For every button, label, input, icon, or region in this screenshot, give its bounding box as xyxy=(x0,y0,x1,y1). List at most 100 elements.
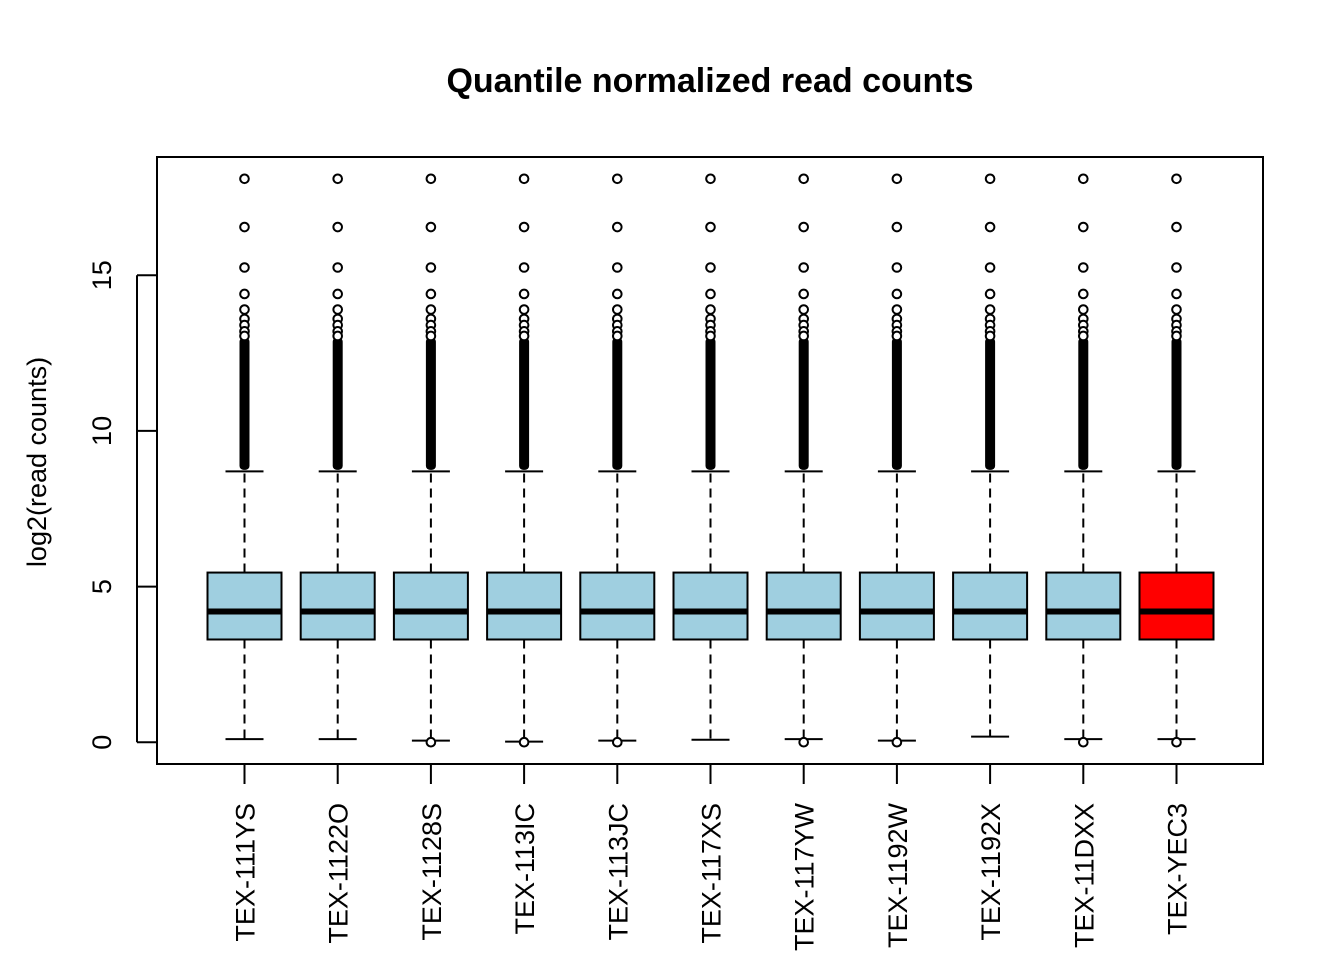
y-tick-label: 5 xyxy=(87,579,117,594)
outlier-dense-column xyxy=(332,337,343,470)
outlier-point xyxy=(518,304,530,315)
outlier-point xyxy=(1171,221,1182,233)
outlier-point xyxy=(798,262,810,273)
outlier-point xyxy=(798,173,810,185)
x-tick-label: TEX-113IC xyxy=(510,803,540,935)
box-TEX-YEC3 xyxy=(1138,173,1215,748)
outlier-point xyxy=(612,173,623,185)
outlier-point xyxy=(1078,173,1089,185)
outlier-point xyxy=(798,330,810,342)
outlier-point xyxy=(239,288,250,300)
outlier-point xyxy=(425,173,437,185)
outlier-point xyxy=(1171,288,1182,300)
box-TEX-1128S xyxy=(392,173,469,748)
outlier-point xyxy=(798,221,810,233)
outlier-point xyxy=(612,330,623,342)
outlier-dense-column xyxy=(1078,337,1089,470)
outlier-dense-column xyxy=(239,337,250,470)
outlier-point xyxy=(1078,304,1089,315)
outlier-point xyxy=(1078,288,1089,300)
outlier-point xyxy=(1078,330,1089,342)
x-tick-label: TEX-11DXX xyxy=(1069,803,1099,948)
outlier-point xyxy=(239,173,250,185)
outlier-point xyxy=(891,330,903,342)
outlier-point xyxy=(891,221,903,233)
box-body xyxy=(392,571,469,641)
outlier-point xyxy=(239,221,250,233)
x-tick-label: TEX-1128S xyxy=(417,803,447,941)
low-outlier-point xyxy=(518,736,530,748)
outlier-point xyxy=(1171,173,1182,185)
outlier-point xyxy=(1171,330,1182,342)
box-TEX-117XS xyxy=(672,173,749,741)
box-TEX-1122O xyxy=(299,173,376,741)
outlier-point xyxy=(705,330,716,342)
outlier-point xyxy=(518,288,530,300)
outlier-point xyxy=(518,173,530,185)
outlier-point xyxy=(518,330,530,342)
y-axis-label: log2(read counts) xyxy=(22,357,52,567)
x-axis: TEX-111YS TEX-1122O TEX-1128S TEX-113IC TEX-… xyxy=(231,763,1193,951)
x-tick-label: TEX-111YS xyxy=(231,803,261,942)
x-tick-label: TEX-117XS xyxy=(697,803,727,944)
box-body xyxy=(1138,571,1215,641)
outlier-point xyxy=(1078,221,1089,233)
box-body xyxy=(672,571,749,641)
x-tick-label: TEX-1122O xyxy=(324,803,354,944)
outlier-dense-column xyxy=(1171,337,1182,470)
low-outlier-point xyxy=(798,736,810,748)
low-outlier-point xyxy=(425,736,437,748)
outlier-dense-column xyxy=(519,337,530,470)
outlier-point xyxy=(1171,262,1182,273)
outlier-point xyxy=(891,262,903,273)
box-body xyxy=(299,571,376,641)
outlier-point xyxy=(984,221,996,233)
outlier-point xyxy=(239,262,250,273)
outlier-point xyxy=(984,304,996,315)
outlier-point xyxy=(332,288,344,300)
outlier-point xyxy=(705,262,716,273)
outlier-point xyxy=(332,173,344,185)
outlier-point xyxy=(798,304,810,315)
outlier-point xyxy=(984,288,996,300)
box-TEX-117YW xyxy=(765,173,842,748)
outlier-point xyxy=(425,304,437,315)
y-tick-label: 10 xyxy=(87,416,117,446)
outlier-point xyxy=(1171,304,1182,315)
outlier-point xyxy=(612,221,623,233)
outlier-point xyxy=(518,221,530,233)
outlier-point xyxy=(332,330,344,342)
outlier-point xyxy=(518,262,530,273)
outlier-point xyxy=(612,288,623,300)
box-TEX-111YS xyxy=(206,173,283,741)
outlier-point xyxy=(1078,262,1089,273)
outlier-point xyxy=(425,288,437,300)
outlier-point xyxy=(705,288,716,300)
box-TEX-1192W xyxy=(858,173,935,748)
x-tick-label: TEX-1192W xyxy=(883,802,913,948)
outlier-point xyxy=(425,221,437,233)
box-body xyxy=(765,571,842,641)
outlier-point xyxy=(798,288,810,300)
box-TEX-11DXX xyxy=(1045,173,1122,748)
low-outlier-point xyxy=(891,736,903,748)
outlier-point xyxy=(984,330,996,342)
box-body xyxy=(206,571,283,641)
low-outlier-point xyxy=(612,736,623,748)
outlier-point xyxy=(332,221,344,233)
outlier-dense-column xyxy=(425,337,436,470)
x-tick-label: TEX-YEC3 xyxy=(1163,803,1193,935)
outlier-point xyxy=(984,262,996,273)
outlier-point xyxy=(332,304,344,315)
box-TEX-113IC xyxy=(486,173,563,748)
low-outlier-point xyxy=(1078,736,1089,748)
box-body xyxy=(858,571,935,641)
y-axis: 0 5 10 15 xyxy=(87,260,157,750)
box-TEX-1192X xyxy=(952,173,1029,738)
x-tick-label: TEX-117YW xyxy=(790,802,820,951)
outlier-point xyxy=(612,262,623,273)
outlier-point xyxy=(239,304,250,315)
outlier-dense-column xyxy=(798,337,809,470)
y-tick-label: 0 xyxy=(87,735,117,750)
